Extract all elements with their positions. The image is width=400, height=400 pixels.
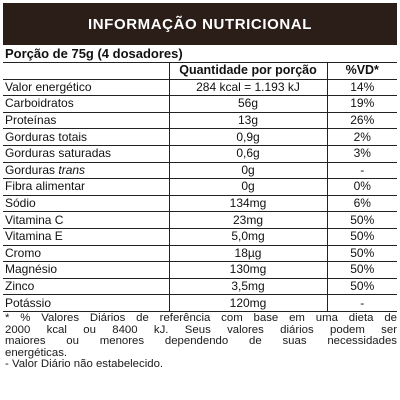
- table-row: Gorduras trans 0g -: [3, 162, 397, 180]
- nutrient-name: Zinco: [3, 278, 169, 296]
- nutrient-quantity: 3,5mg: [168, 278, 328, 296]
- nutrient-quantity: 18µg: [168, 245, 328, 263]
- nutrient-name: Gorduras trans: [3, 162, 169, 180]
- nutrient-name-base: Gorduras: [5, 162, 59, 177]
- table-row: Vitamina C 23mg 50%: [3, 211, 397, 229]
- table-row: Proteínas 13g 26%: [3, 112, 397, 130]
- nutrient-quantity: 56g: [168, 95, 328, 113]
- table-row: Gorduras totais 0,9g 2%: [3, 128, 397, 146]
- nutrient-quantity: 0,9g: [168, 128, 328, 146]
- nutrient-quantity: 5,0mg: [168, 228, 328, 246]
- nutrient-name: Vitamina C: [3, 211, 169, 229]
- footnotes: * % Valores Diários de referência com ba…: [3, 312, 397, 371]
- table-row: Potássio 120mg -: [3, 294, 397, 312]
- nutrient-daily-value: 26%: [327, 112, 397, 130]
- nutrient-daily-value: -: [327, 162, 397, 180]
- table-row: Magnésio 130mg 50%: [3, 261, 397, 279]
- nutrient-daily-value: 19%: [327, 95, 397, 113]
- nutrient-quantity: 134mg: [168, 195, 328, 213]
- nutrient-name: Gorduras totais: [3, 128, 169, 146]
- table-header-row: Quantidade por porção %VD*: [3, 63, 397, 80]
- nutrient-daily-value: 50%: [327, 245, 397, 263]
- footnote-line: - Valor Diário não estabelecido.: [5, 358, 164, 371]
- table-row: Zinco 3,5mg 50%: [3, 278, 397, 296]
- nutrient-daily-value: 50%: [327, 228, 397, 246]
- table-row: Carboidratos 56g 19%: [3, 95, 397, 113]
- nutrient-quantity: 0g: [168, 162, 328, 180]
- panel-title-text: INFORMAÇÃO NUTRICIONAL: [87, 15, 312, 33]
- nutrient-daily-value: 6%: [327, 195, 397, 213]
- table-row: Fibra alimentar 0g 0%: [3, 178, 397, 196]
- nutrient-daily-value: 50%: [327, 278, 397, 296]
- nutrient-daily-value: 0%: [327, 178, 397, 196]
- nutrition-facts-panel: INFORMAÇÃO NUTRICIONAL Porção de 75g (4 …: [3, 3, 397, 391]
- nutrient-quantity: 120mg: [168, 294, 328, 312]
- header-daily-value: %VD*: [327, 63, 397, 80]
- nutrient-name: Vitamina E: [3, 228, 169, 246]
- table-row: Cromo 18µg 50%: [3, 245, 397, 263]
- table-row: Sódio 134mg 6%: [3, 195, 397, 213]
- nutrient-name: Proteínas: [3, 112, 169, 130]
- table-row: Gorduras saturadas 0,6g 3%: [3, 145, 397, 163]
- portion-size: Porção de 75g (4 dosadores): [3, 45, 397, 63]
- panel-title: INFORMAÇÃO NUTRICIONAL: [3, 3, 397, 45]
- nutrient-daily-value: -: [327, 294, 397, 312]
- nutrient-name: Gorduras saturadas: [3, 145, 169, 163]
- nutrient-name: Potássio: [3, 294, 169, 312]
- nutrient-name: Fibra alimentar: [3, 178, 169, 196]
- nutrient-daily-value: 2%: [327, 128, 397, 146]
- nutrient-quantity: 0g: [168, 178, 328, 196]
- nutrient-quantity: 130mg: [168, 261, 328, 279]
- nutrient-name: Valor energético: [3, 79, 169, 97]
- footnote-line: energéticas.: [5, 346, 68, 359]
- table-row: Valor energético 284 kcal = 1.193 kJ 14%: [3, 79, 397, 97]
- nutrient-daily-value: 3%: [327, 145, 397, 163]
- nutrient-name: Carboidratos: [3, 95, 169, 113]
- footnote-line: maiores ou menores dependendo de suas ne…: [5, 335, 397, 348]
- nutrient-daily-value: 50%: [327, 261, 397, 279]
- header-nutrient: [3, 63, 169, 80]
- nutrient-daily-value: 50%: [327, 211, 397, 229]
- nutrient-quantity: 0,6g: [168, 145, 328, 163]
- nutrient-quantity: 23mg: [168, 211, 328, 229]
- nutrient-quantity: 13g: [168, 112, 328, 130]
- nutrient-name: Cromo: [3, 245, 169, 263]
- footnote-line: 2000 kcal ou 8400 kJ. Seus valores diári…: [5, 323, 397, 336]
- header-quantity: Quantidade por porção: [168, 63, 328, 80]
- nutrient-name: Magnésio: [3, 261, 169, 279]
- footnote-line: * % Valores Diários de referência com ba…: [5, 311, 397, 324]
- nutrient-daily-value: 14%: [327, 79, 397, 97]
- nutrition-table: Quantidade por porção %VD* Valor energét…: [3, 63, 397, 312]
- nutrient-name: Sódio: [3, 195, 169, 213]
- nutrient-quantity: 284 kcal = 1.193 kJ: [168, 79, 328, 97]
- table-row: Vitamina E 5,0mg 50%: [3, 228, 397, 246]
- nutrient-name-qualifier: trans: [58, 162, 86, 177]
